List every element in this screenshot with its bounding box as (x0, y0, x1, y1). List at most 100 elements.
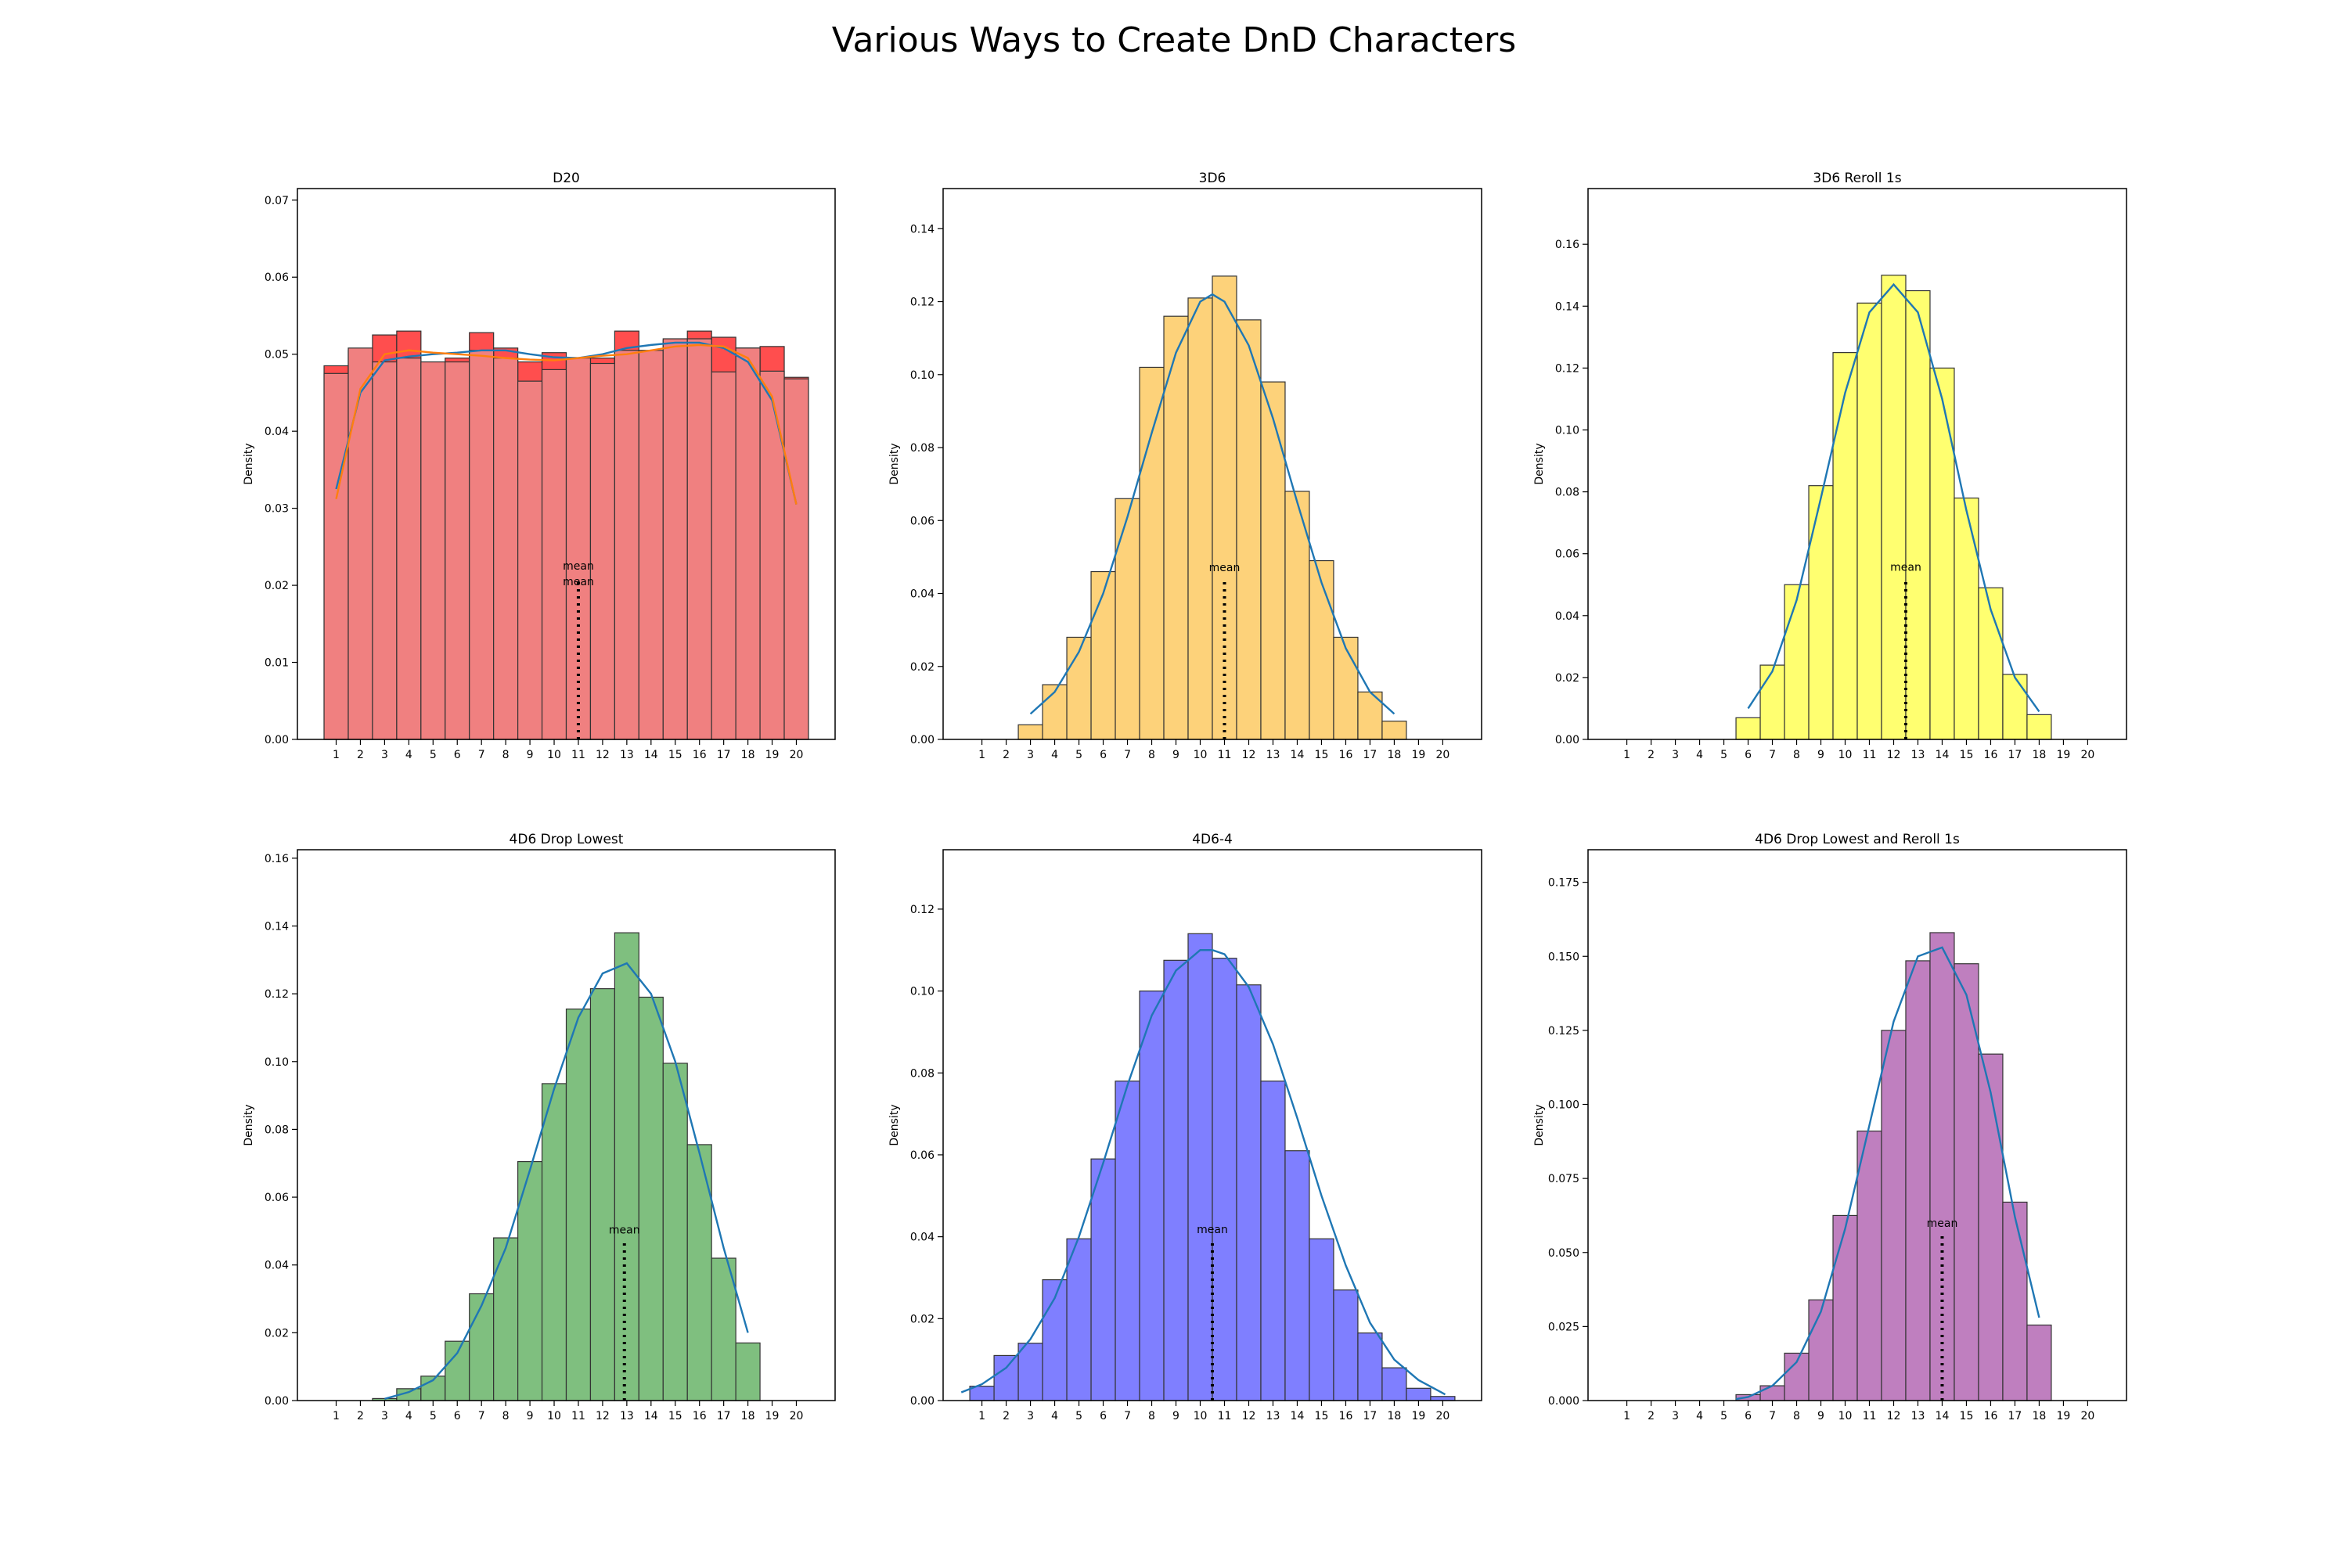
bar (1090, 570, 1116, 740)
y-tick-label: 0.075 (1548, 1173, 1579, 1185)
bar (1139, 366, 1165, 740)
bar (638, 350, 664, 740)
x-tick-label: 5 (430, 749, 437, 761)
bar (1978, 587, 2004, 740)
bar (541, 1083, 567, 1401)
x-tick-label: 14 (1936, 1410, 1950, 1422)
x-tick-label: 1 (978, 749, 985, 761)
x-tick-label: 3 (1672, 749, 1679, 761)
x-tick-label: 2 (357, 1410, 364, 1422)
y-tick-label: 0.12 (265, 988, 289, 1001)
bar (1042, 684, 1068, 740)
y-tick-label: 0.02 (265, 580, 289, 592)
x-tick-label: 8 (1793, 1410, 1800, 1422)
x-tick-label: 1 (1623, 749, 1630, 761)
bar (420, 361, 446, 740)
mean-label: mean (1197, 1224, 1228, 1236)
bar (1881, 1030, 1907, 1401)
bar (662, 338, 688, 740)
bar (1115, 1081, 1140, 1401)
mean-label: mean (563, 576, 594, 588)
y-tick-label: 0.16 (265, 853, 289, 865)
figure-title: Various Ways to Create DnD Characters (831, 20, 1517, 60)
x-tick-label: 8 (1793, 749, 1800, 761)
bar (1236, 319, 1262, 740)
bar (1163, 315, 1189, 740)
x-tick-label: 15 (1960, 1410, 1974, 1422)
x-tick-label: 14 (1291, 1410, 1305, 1422)
bar (2002, 1201, 2028, 1401)
x-tick-label: 4 (405, 1410, 412, 1422)
y-tick-label: 0.08 (265, 1124, 289, 1136)
y-tick-label: 0.050 (1548, 1247, 1579, 1260)
x-tick-label: 13 (1266, 749, 1280, 761)
y-tick-label: 0.07 (265, 195, 289, 207)
x-tick-label: 11 (571, 749, 585, 761)
bar (1017, 724, 1043, 740)
x-tick-label: 15 (668, 1410, 682, 1422)
x-tick-label: 20 (1436, 1410, 1450, 1422)
x-tick-label: 9 (527, 1410, 534, 1422)
x-tick-label: 17 (2008, 1410, 2022, 1422)
x-tick-label: 19 (765, 749, 780, 761)
x-tick-label: 10 (547, 749, 561, 761)
chart-title: 3D6 (1199, 171, 1226, 186)
chart-title: 4D6-4 (1192, 832, 1233, 847)
y-tick-label: 0.175 (1548, 877, 1579, 890)
x-tick-label: 3 (381, 749, 388, 761)
x-tick-label: 14 (644, 1410, 658, 1422)
x-tick-label: 1 (1623, 1410, 1630, 1422)
bar (589, 988, 616, 1401)
bar (2026, 714, 2052, 740)
x-tick-label: 15 (1960, 749, 1974, 761)
x-tick-label: 16 (693, 1410, 707, 1422)
x-tick-label: 7 (478, 1410, 485, 1422)
bar (589, 362, 616, 740)
x-tick-label: 13 (1911, 749, 1925, 761)
y-tick-label: 0.025 (1548, 1321, 1579, 1333)
x-tick-label: 11 (1218, 749, 1232, 761)
y-tick-label: 0.16 (1555, 239, 1579, 251)
y-tick-label: 0.04 (1555, 610, 1579, 623)
x-tick-label: 9 (1172, 1410, 1179, 1422)
bar (1212, 275, 1237, 740)
y-tick-label: 0.14 (1555, 300, 1579, 313)
bar (1832, 1214, 1858, 1401)
x-tick-label: 5 (1720, 749, 1727, 761)
x-tick-label: 8 (1148, 749, 1155, 761)
x-tick-label: 11 (1863, 749, 1877, 761)
x-tick-label: 20 (790, 1410, 804, 1422)
x-tick-label: 5 (1075, 749, 1082, 761)
x-tick-label: 4 (1696, 749, 1703, 761)
y-axis-label: Density (888, 443, 901, 484)
y-axis-label: Density (243, 443, 255, 484)
x-tick-label: 15 (1315, 749, 1329, 761)
x-tick-label: 4 (1051, 1410, 1058, 1422)
x-tick-label: 6 (1745, 749, 1752, 761)
y-tick-label: 0.06 (910, 1149, 935, 1162)
x-tick-label: 9 (1817, 749, 1824, 761)
bar (348, 347, 373, 740)
x-tick-label: 17 (1363, 749, 1377, 761)
bar (1406, 1387, 1431, 1401)
bar (1381, 721, 1407, 740)
x-tick-label: 12 (596, 1410, 610, 1422)
y-tick-label: 0.10 (265, 1056, 289, 1069)
x-tick-label: 5 (430, 1410, 437, 1422)
mean-label: mean (563, 560, 594, 573)
x-tick-label: 18 (741, 1410, 755, 1422)
x-tick-label: 13 (620, 749, 634, 761)
bar (1430, 1396, 1456, 1401)
x-tick-label: 11 (571, 1410, 585, 1422)
x-tick-label: 13 (1911, 1410, 1925, 1422)
bar (1115, 498, 1140, 740)
y-tick-label: 0.12 (1555, 362, 1579, 375)
y-tick-label: 0.100 (1548, 1099, 1579, 1112)
x-tick-label: 18 (741, 749, 755, 761)
y-tick-label: 0.05 (265, 349, 289, 361)
x-tick-label: 13 (1266, 1410, 1280, 1422)
bar (1017, 1343, 1043, 1401)
bar (469, 1293, 495, 1401)
